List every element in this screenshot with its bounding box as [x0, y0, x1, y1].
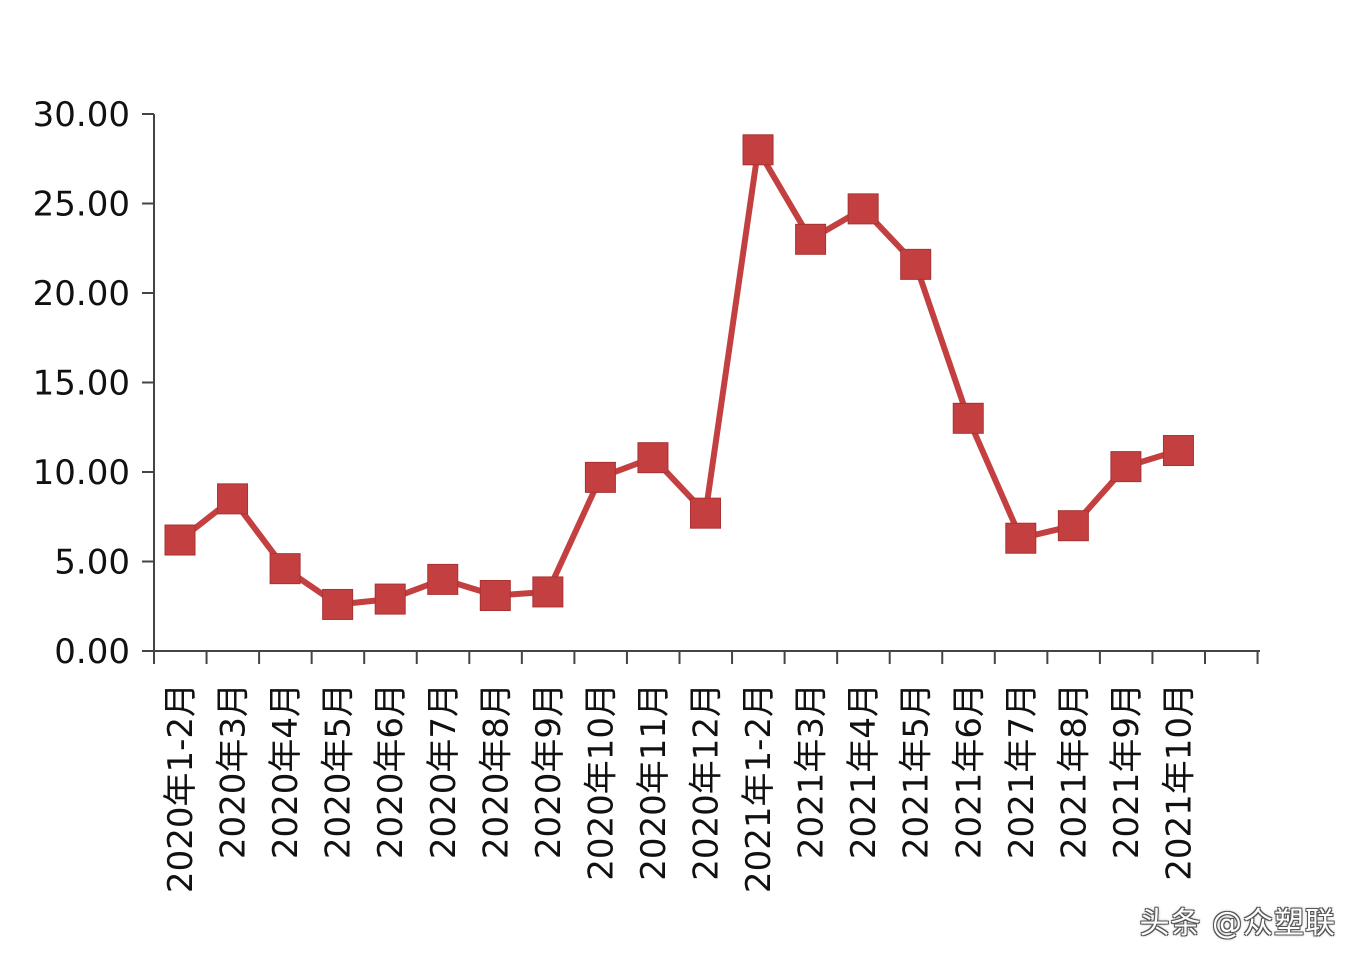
x-tick-label: 2021年8月	[1054, 683, 1094, 859]
x-tick-label: 2020年5月	[319, 683, 359, 859]
y-tick-label: 10.00	[33, 453, 130, 493]
data-point	[164, 524, 196, 556]
watermark-text: 头条 @众塑联	[1139, 906, 1336, 941]
data-point	[217, 483, 249, 515]
x-tick-label: 2020年11月	[634, 683, 674, 881]
x-tick-label: 2020年10月	[581, 683, 621, 881]
y-axis: 0.00 5.00 10.00 15.00 20.00 25.00 30.00	[33, 95, 155, 672]
data-point	[322, 588, 354, 620]
y-tick-label: 20.00	[33, 274, 130, 314]
x-tick-label: 2020年3月	[214, 683, 254, 859]
x-tick-label: 2021年6月	[949, 683, 989, 859]
data-point	[584, 461, 616, 493]
x-tick-label: 2020年12月	[687, 683, 727, 881]
x-axis: 2020年1-2月 2020年3月 2020年4月 2020年5月 2020年6月 202…	[153, 650, 1260, 893]
y-tick-label: 5.00	[54, 543, 130, 583]
y-tick-label: 15.00	[33, 364, 130, 404]
data-point	[847, 193, 879, 225]
x-tick-label: 2021年1-2月	[739, 683, 779, 893]
series-group	[164, 134, 1194, 620]
data-point	[795, 223, 827, 255]
x-tick-label: 2020年7月	[424, 683, 464, 859]
x-tick-label: 2021年7月	[1002, 683, 1042, 859]
data-point	[952, 402, 984, 434]
data-point	[479, 580, 511, 612]
data-point	[532, 576, 564, 608]
x-tick-label: 2020年6月	[371, 683, 411, 859]
data-point	[637, 442, 669, 474]
data-point	[1110, 451, 1142, 483]
x-tick-label: 2021年9月	[1107, 683, 1147, 859]
data-point	[1005, 522, 1037, 554]
x-tick-label: 2020年8月	[476, 683, 516, 859]
y-tick-label: 25.00	[33, 185, 130, 225]
x-tick-label: 2020年9月	[529, 683, 569, 859]
data-point	[374, 583, 406, 615]
x-tick-label: 2020年4月	[266, 683, 306, 859]
data-point	[269, 553, 301, 585]
data-point	[427, 563, 459, 595]
y-tick-label: 0.00	[54, 632, 130, 672]
data-point	[1162, 435, 1194, 467]
x-tick-label: 2021年3月	[792, 683, 832, 859]
data-point	[690, 497, 721, 529]
data-point	[742, 134, 774, 166]
y-tick-label: 30.00	[33, 95, 130, 135]
x-tick-label: 2021年10月	[1159, 683, 1199, 881]
x-tick-label: 2021年4月	[844, 683, 884, 859]
data-point	[1057, 510, 1089, 542]
x-tick-label: 2020年1-2月	[161, 683, 201, 893]
data-point	[900, 248, 932, 280]
x-tick-label: 2021年5月	[897, 683, 937, 859]
